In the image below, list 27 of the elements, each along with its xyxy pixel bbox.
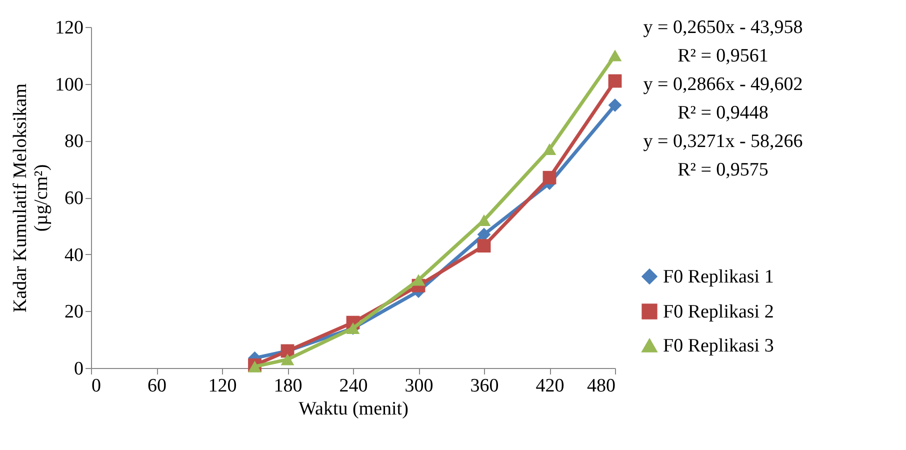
x-tick-label: 360: [470, 376, 499, 396]
text: R² = 0,9575: [678, 160, 768, 180]
text: R² = 0,9561: [678, 46, 768, 66]
x-tick-label: 60: [148, 376, 166, 396]
y-tick-label: 40: [64, 244, 84, 266]
y-tick-label: 120: [55, 18, 84, 38]
x-tick-label: 180: [274, 376, 302, 396]
y-axis-title: Kadar Kumulatif Meloksikam (µg/cm²): [10, 83, 52, 313]
x-axis-title: Waktu (menit): [298, 398, 408, 420]
x-tick-label: 300: [404, 376, 434, 396]
x-tick-label: 240: [339, 376, 368, 396]
x-tick-label: 120: [208, 376, 237, 396]
text: y = 0,2866x - 49,602: [643, 74, 803, 95]
x-tick-label: 420: [536, 376, 564, 396]
text: y = 0,2650x - 43,958: [643, 17, 803, 38]
y-tick-label: 100: [55, 74, 84, 96]
y-tick-label: 20: [64, 302, 84, 323]
x-tick-label: 480: [587, 376, 616, 396]
legend-label: F0 Replikasi 1: [663, 266, 774, 288]
legend-label: F0 Replikasi 2: [663, 302, 774, 322]
y-tick-label: 80: [64, 131, 84, 152]
x-tick-label: 0: [92, 376, 101, 396]
y-tick-label: 60: [64, 188, 84, 209]
y-tick-label: 0: [74, 358, 84, 380]
text: R² = 0,9448: [678, 102, 768, 124]
legend-label: F0 Replikasi 3: [663, 336, 774, 356]
text: y = 0,3271x - 58,266: [643, 131, 803, 152]
